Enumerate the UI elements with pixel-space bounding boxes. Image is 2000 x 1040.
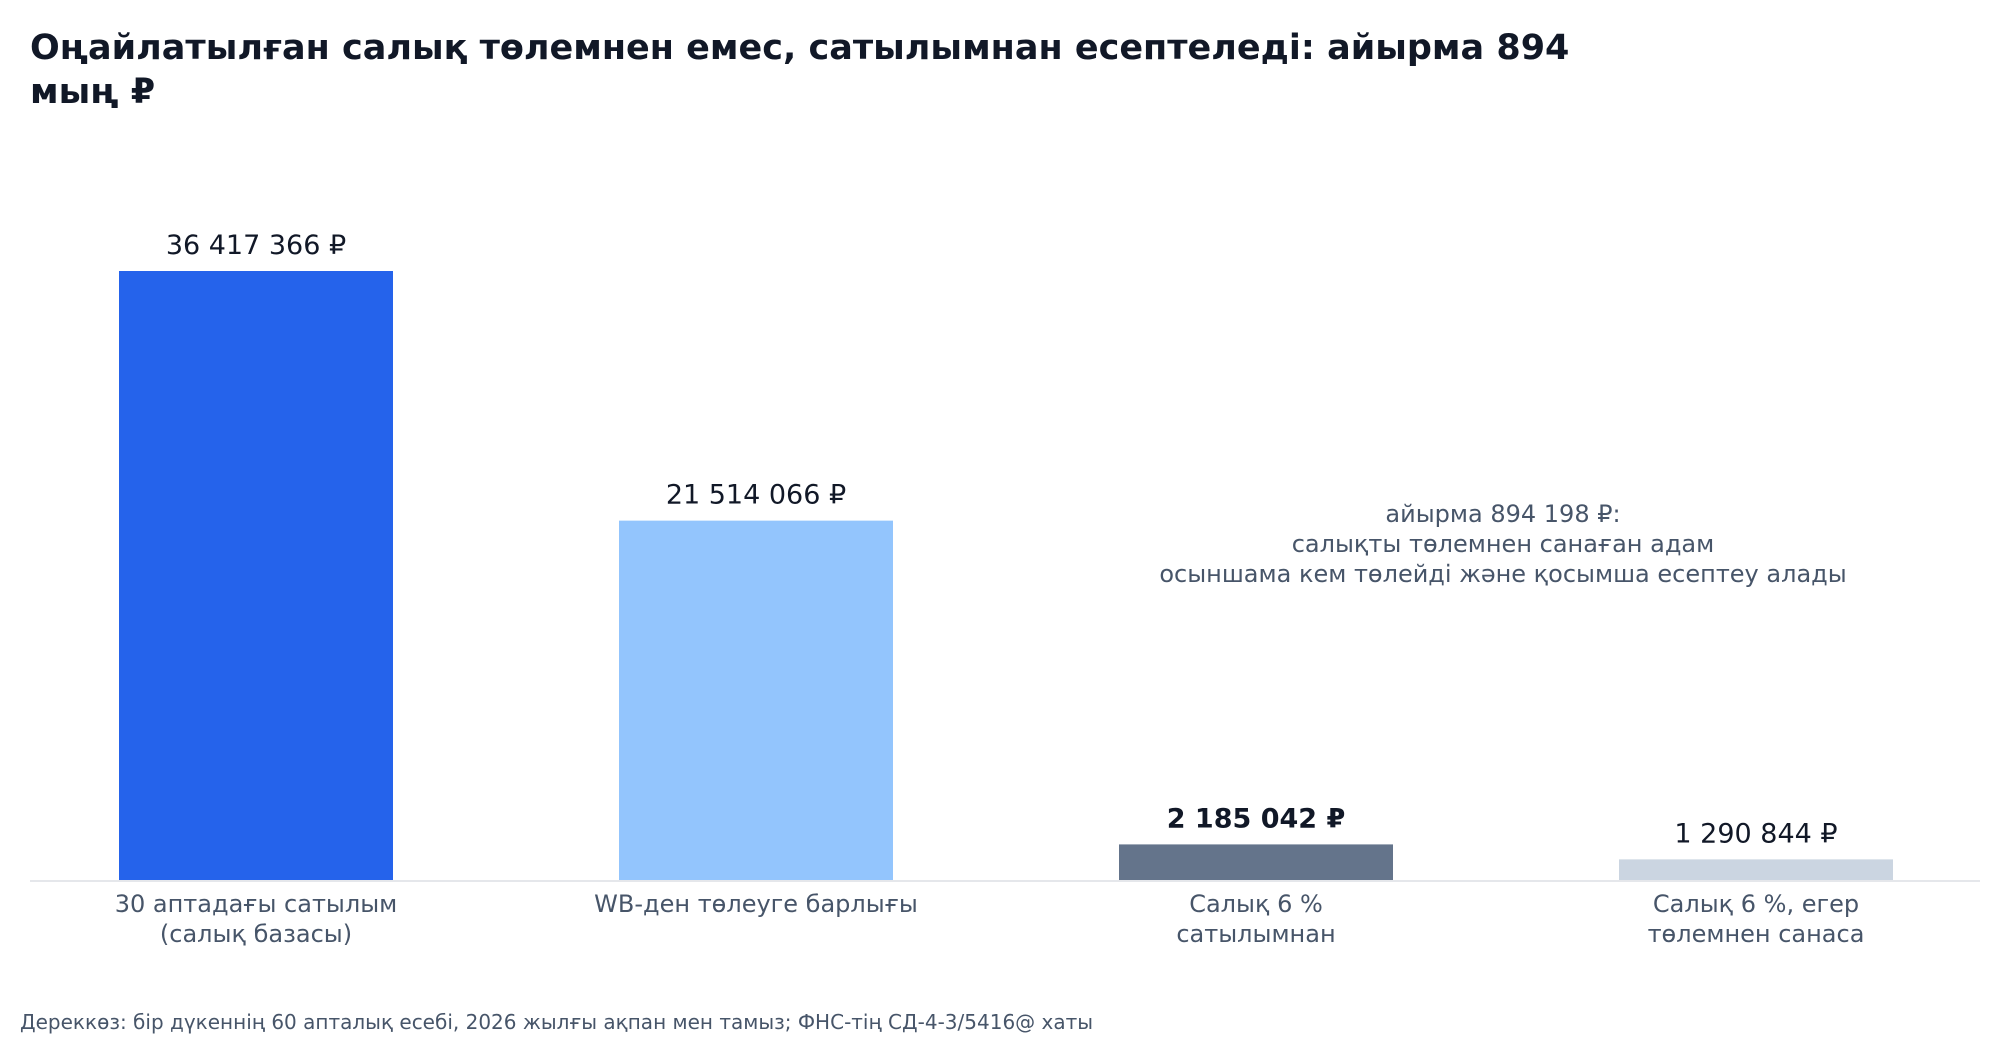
value-label-2: 21 514 066 ₽ bbox=[666, 480, 846, 511]
bar-3 bbox=[1119, 844, 1393, 881]
value-label-4: 1 290 844 ₽ bbox=[1674, 818, 1837, 849]
annotation-line-3: осыншама кем төлейді және қосымша есепте… bbox=[1159, 560, 1846, 588]
annotation-line-1: айырма 894 198 ₽: bbox=[1385, 500, 1620, 528]
annotation-line-2: салықты төлемнен санаған адам bbox=[1292, 530, 1715, 558]
bar-4 bbox=[1619, 859, 1893, 881]
category-label-3: Салық 6 % сатылымнан bbox=[1176, 890, 1335, 948]
category-label-4: Салық 6 %, егер төлемнен санаса bbox=[1648, 890, 1865, 948]
bar-2 bbox=[619, 520, 893, 881]
value-label-3: 2 185 042 ₽ bbox=[1167, 803, 1346, 834]
bar-1 bbox=[119, 271, 393, 881]
source-note: Дереккөз: бір дүкеннің 60 апталық есебі,… bbox=[20, 1010, 1094, 1034]
value-label-1: 36 417 366 ₽ bbox=[166, 230, 346, 261]
category-label-1: 30 аптадағы сатылым (салық базасы) bbox=[115, 890, 398, 948]
difference-annotation: айырма 894 198 ₽: салықты төлемнен санаға… bbox=[1159, 500, 1846, 588]
chart-title: Оңайлатылған салық төлемнен емес, сатылы… bbox=[30, 28, 1570, 112]
category-label-2: WB-ден төлеуге барлығы bbox=[594, 890, 918, 918]
